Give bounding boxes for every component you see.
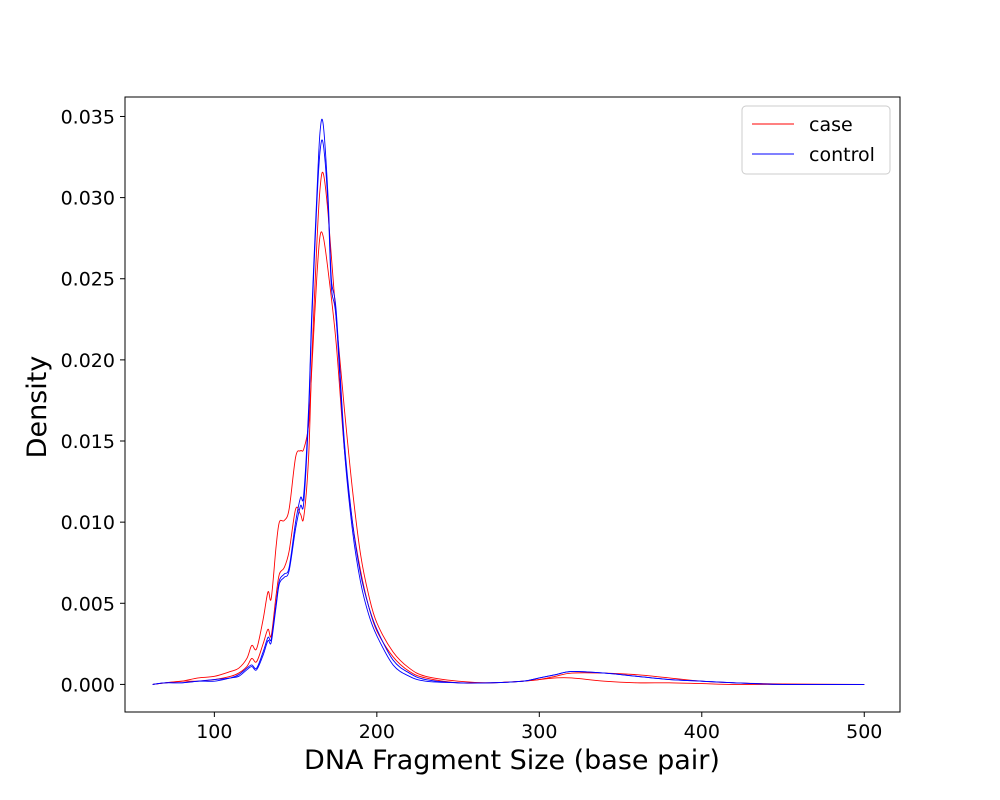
y-axis-ticks: 0.000 0.005 0.010 0.015 0.020 0.025 0.030 0.035 [61,106,125,696]
legend-label-control: control [809,144,875,166]
y-tick-label: 0.025 [61,269,115,291]
series-line-case-1 [152,171,865,685]
x-axis-ticks: 100 200 300 400 500 [196,712,882,743]
legend-box [741,105,891,175]
y-tick-label: 0.000 [61,674,115,696]
y-tick-label: 0.010 [61,512,115,534]
x-tick-label: 400 [684,721,720,743]
y-tick-label: 0.030 [61,188,115,210]
legend: case control [741,105,891,175]
series-line-control-3 [152,139,865,685]
y-tick-label: 0.005 [61,593,115,615]
x-tick-label: 300 [521,721,557,743]
y-axis-title: Density [22,356,53,459]
x-axis-title: DNA Fragment Size (base pair) [304,745,720,776]
x-tick-label: 200 [359,721,395,743]
series-line-case-0 [152,231,865,685]
y-tick-label: 0.020 [61,350,115,372]
x-tick-label: 100 [196,721,232,743]
series-lines [152,118,865,685]
legend-label-case: case [809,114,853,136]
plot-background [125,97,900,712]
x-tick-label: 500 [846,721,882,743]
plot-frame [124,96,901,713]
y-tick-label: 0.015 [61,431,115,453]
y-tick-label: 0.035 [61,106,115,128]
